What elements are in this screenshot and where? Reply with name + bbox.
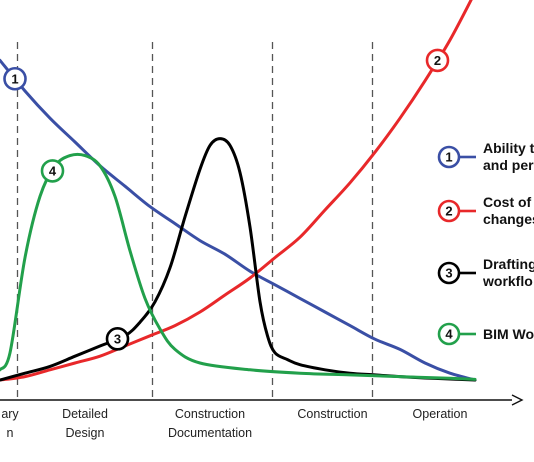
x-axis-arrow-icon bbox=[511, 394, 524, 406]
phase-label-5-line-1: Operation bbox=[413, 407, 468, 421]
legend-label-line-1: BIM Wo bbox=[483, 326, 534, 342]
series-line-2 bbox=[0, 0, 473, 382]
legend-label-line-2: workflo bbox=[482, 273, 533, 289]
legend-label-line-2: and per bbox=[483, 157, 534, 173]
curve-marker-number: 3 bbox=[114, 331, 121, 346]
legend-marker-number: 2 bbox=[445, 204, 452, 219]
curve-markers: 1 2 3 4 bbox=[3, 48, 450, 351]
legend-marker-circle bbox=[437, 199, 461, 223]
legend-label-line-1: Ability t bbox=[483, 140, 534, 156]
phase-label-2-line-2: Design bbox=[66, 426, 105, 440]
legend-marker-circle bbox=[437, 145, 461, 169]
series-line-3 bbox=[0, 137, 477, 382]
series-line-1 bbox=[0, 58, 477, 382]
legend-marker-circle bbox=[437, 322, 461, 346]
phase-label-2-line-1: Detailed bbox=[62, 407, 108, 421]
legend-item-2: 2 Cost of cchanges bbox=[437, 194, 534, 227]
phase-label-1-line-1: ary bbox=[1, 407, 19, 421]
curve-marker-1: 1 bbox=[3, 66, 27, 91]
curve-marker-2: 2 bbox=[425, 48, 450, 73]
legend-label-line-2: changes bbox=[483, 211, 534, 227]
curve-marker-4: 4 bbox=[40, 159, 65, 183]
curve-marker-circle bbox=[425, 48, 450, 73]
x-axis bbox=[0, 394, 524, 406]
curve-marker-circle bbox=[40, 159, 65, 183]
curve-marker-number: 1 bbox=[11, 71, 18, 86]
phase-label-3-line-1: Construction bbox=[175, 407, 245, 421]
legend-marker-circle bbox=[437, 261, 461, 285]
series-lines bbox=[0, 0, 477, 382]
phase-dividers bbox=[16, 42, 374, 400]
phase-label-1-line-2: n bbox=[7, 426, 14, 440]
phase-label-3-line-2: Documentation bbox=[168, 426, 252, 440]
legend-label-line-1: Cost of c bbox=[483, 194, 534, 210]
legend-marker-number: 4 bbox=[445, 327, 453, 342]
curve-marker-number: 2 bbox=[434, 53, 441, 68]
phase-label-4-line-1: Construction bbox=[297, 407, 367, 421]
curve-marker-circle bbox=[105, 327, 130, 351]
curve-marker-circle bbox=[3, 66, 27, 91]
phase-labels: ary n Detailed Design Construction Documentat… bbox=[1, 407, 467, 440]
series-line-4 bbox=[0, 152, 477, 381]
curve-marker-3: 3 bbox=[105, 327, 130, 351]
legend-marker-number: 1 bbox=[445, 150, 452, 165]
legend-item-4: 4 BIM Wo bbox=[437, 322, 534, 346]
legend-marker-number: 3 bbox=[445, 266, 452, 281]
curve-marker-number: 4 bbox=[49, 164, 57, 179]
legend-label-line-1: Drafting bbox=[483, 256, 534, 272]
